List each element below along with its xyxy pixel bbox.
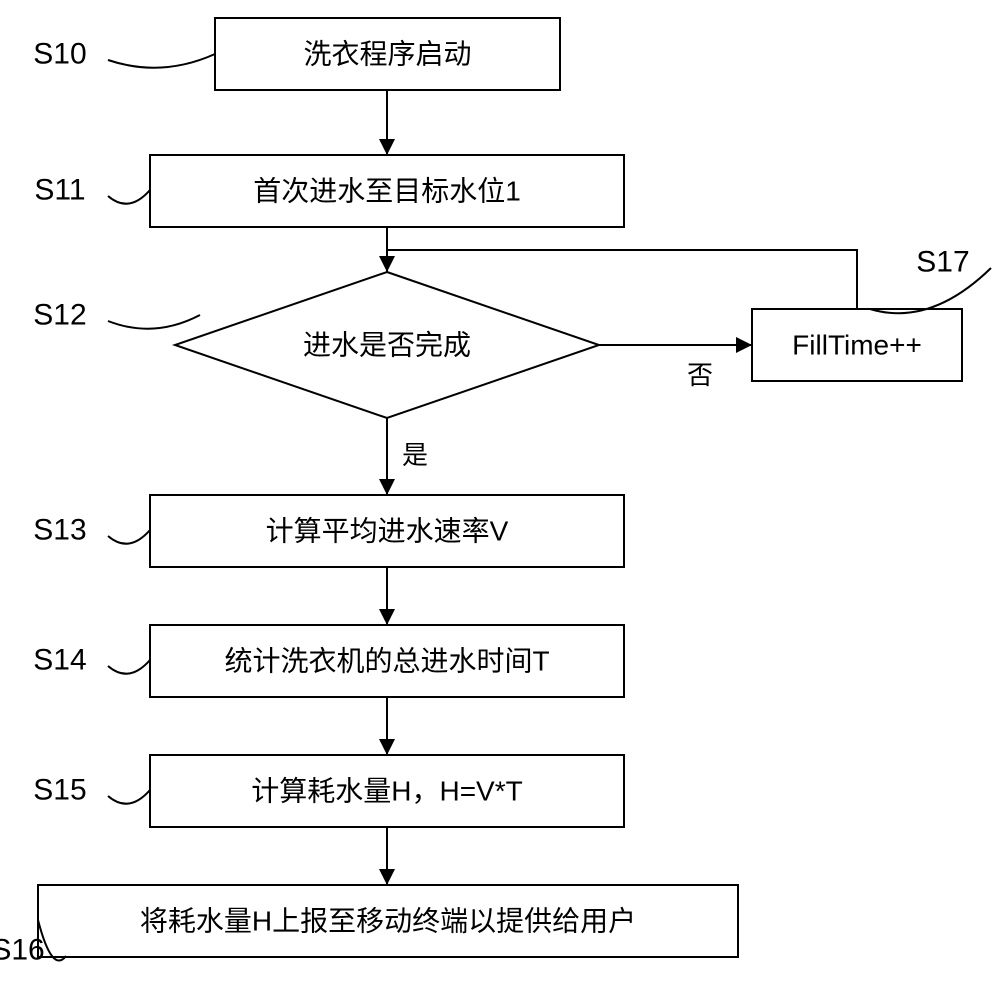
node-s15-text: 计算耗水量H，H=V*T <box>251 776 522 807</box>
node-s13-text: 计算平均进水速率V <box>266 516 509 547</box>
edge-label-s12-s13: 是 <box>402 440 428 470</box>
step-label-s15: S15 <box>33 774 86 807</box>
node-s17-text: FillTime++ <box>792 330 922 361</box>
node-s11-text: 首次进水至目标水位1 <box>253 176 521 207</box>
step-label-s16: S16 <box>0 934 45 967</box>
step-label-s10: S10 <box>33 38 86 71</box>
flowchart: 是 否 洗衣程序启动首次进水至目标水位1 进水是否完成计算平均进水速率V 统计洗衣机的总… <box>0 0 1000 992</box>
leader-s13 <box>108 530 150 544</box>
leader-s11 <box>108 190 150 204</box>
step-label-s17: S17 <box>916 246 969 279</box>
leader-s15 <box>108 790 150 804</box>
edge-label-s12-s17: 否 <box>687 360 713 390</box>
edge-s17-s12 <box>387 250 857 309</box>
node-s12-text: 进水是否完成 <box>303 330 471 361</box>
step-label-s13: S13 <box>33 514 86 547</box>
leader-s10 <box>108 54 215 68</box>
leader-s14 <box>108 660 150 674</box>
node-s16-text: 将耗水量H上报至移动终端以提供给用户 <box>140 906 636 937</box>
leader-s12 <box>108 315 200 329</box>
step-label-s11: S11 <box>34 174 85 207</box>
node-s14-text: 统计洗衣机的总进水时间T <box>224 646 549 677</box>
step-label-s14: S14 <box>33 644 86 677</box>
node-s10-text: 洗衣程序启动 <box>303 39 471 70</box>
step-label-s12: S12 <box>33 299 86 332</box>
